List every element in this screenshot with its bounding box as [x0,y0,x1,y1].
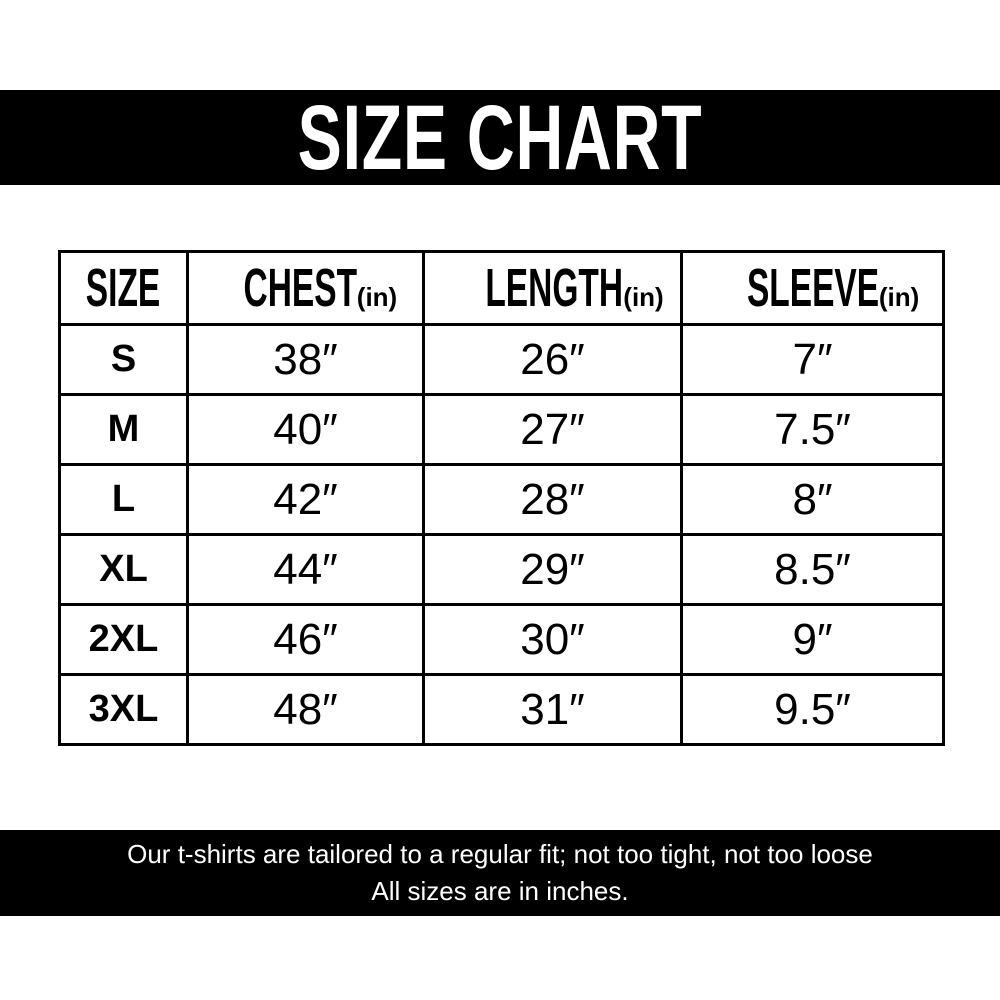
table-row: S 38″ 26″ 7″ [58,323,945,396]
cell-sleeve: 8.5″ [680,533,945,606]
table-row: 2XL 46″ 30″ 9″ [58,603,945,676]
cell-length: 26″ [422,323,683,396]
title-banner: SIZE CHART [0,90,1000,185]
table-row: M 40″ 27″ 7.5″ [58,393,945,466]
fit-note: Our t-shirts are tailored to a regular f… [127,839,873,869]
table-row: XL 44″ 29″ 8.5″ [58,533,945,606]
page-title: SIZE CHART [297,86,703,189]
header-chest: CHEST(in) [186,250,425,326]
footer-banner: Our t-shirts are tailored to a regular f… [0,830,1000,916]
units-note: All sizes are in inches. [371,876,629,906]
cell-size: S [58,323,189,396]
cell-chest: 38″ [186,323,425,396]
cell-chest: 42″ [186,463,425,536]
cell-chest: 44″ [186,533,425,606]
cell-sleeve: 7″ [680,323,945,396]
cell-chest: 40″ [186,393,425,466]
header-row: SIZE CHEST(in) LENGTH(in) SLEEVE(in) [58,250,945,326]
cell-chest: 46″ [186,603,425,676]
cell-sleeve: 7.5″ [680,393,945,466]
cell-length: 30″ [422,603,683,676]
cell-size: M [58,393,189,466]
header-size: SIZE [58,250,189,326]
cell-size: 3XL [58,673,189,746]
table-row: L 42″ 28″ 8″ [58,463,945,536]
size-table: SIZE CHEST(in) LENGTH(in) SLEEVE(in) S 38… [58,250,945,746]
cell-sleeve: 9.5″ [680,673,945,746]
cell-size: 2XL [58,603,189,676]
cell-length: 28″ [422,463,683,536]
cell-sleeve: 9″ [680,603,945,676]
cell-size: L [58,463,189,536]
cell-length: 27″ [422,393,683,466]
cell-chest: 48″ [186,673,425,746]
cell-size: XL [58,533,189,606]
header-length: LENGTH(in) [422,250,683,326]
cell-length: 31″ [422,673,683,746]
table-row: 3XL 48″ 31″ 9.5″ [58,673,945,746]
cell-sleeve: 8″ [680,463,945,536]
cell-length: 29″ [422,533,683,606]
header-sleeve: SLEEVE(in) [680,250,945,326]
